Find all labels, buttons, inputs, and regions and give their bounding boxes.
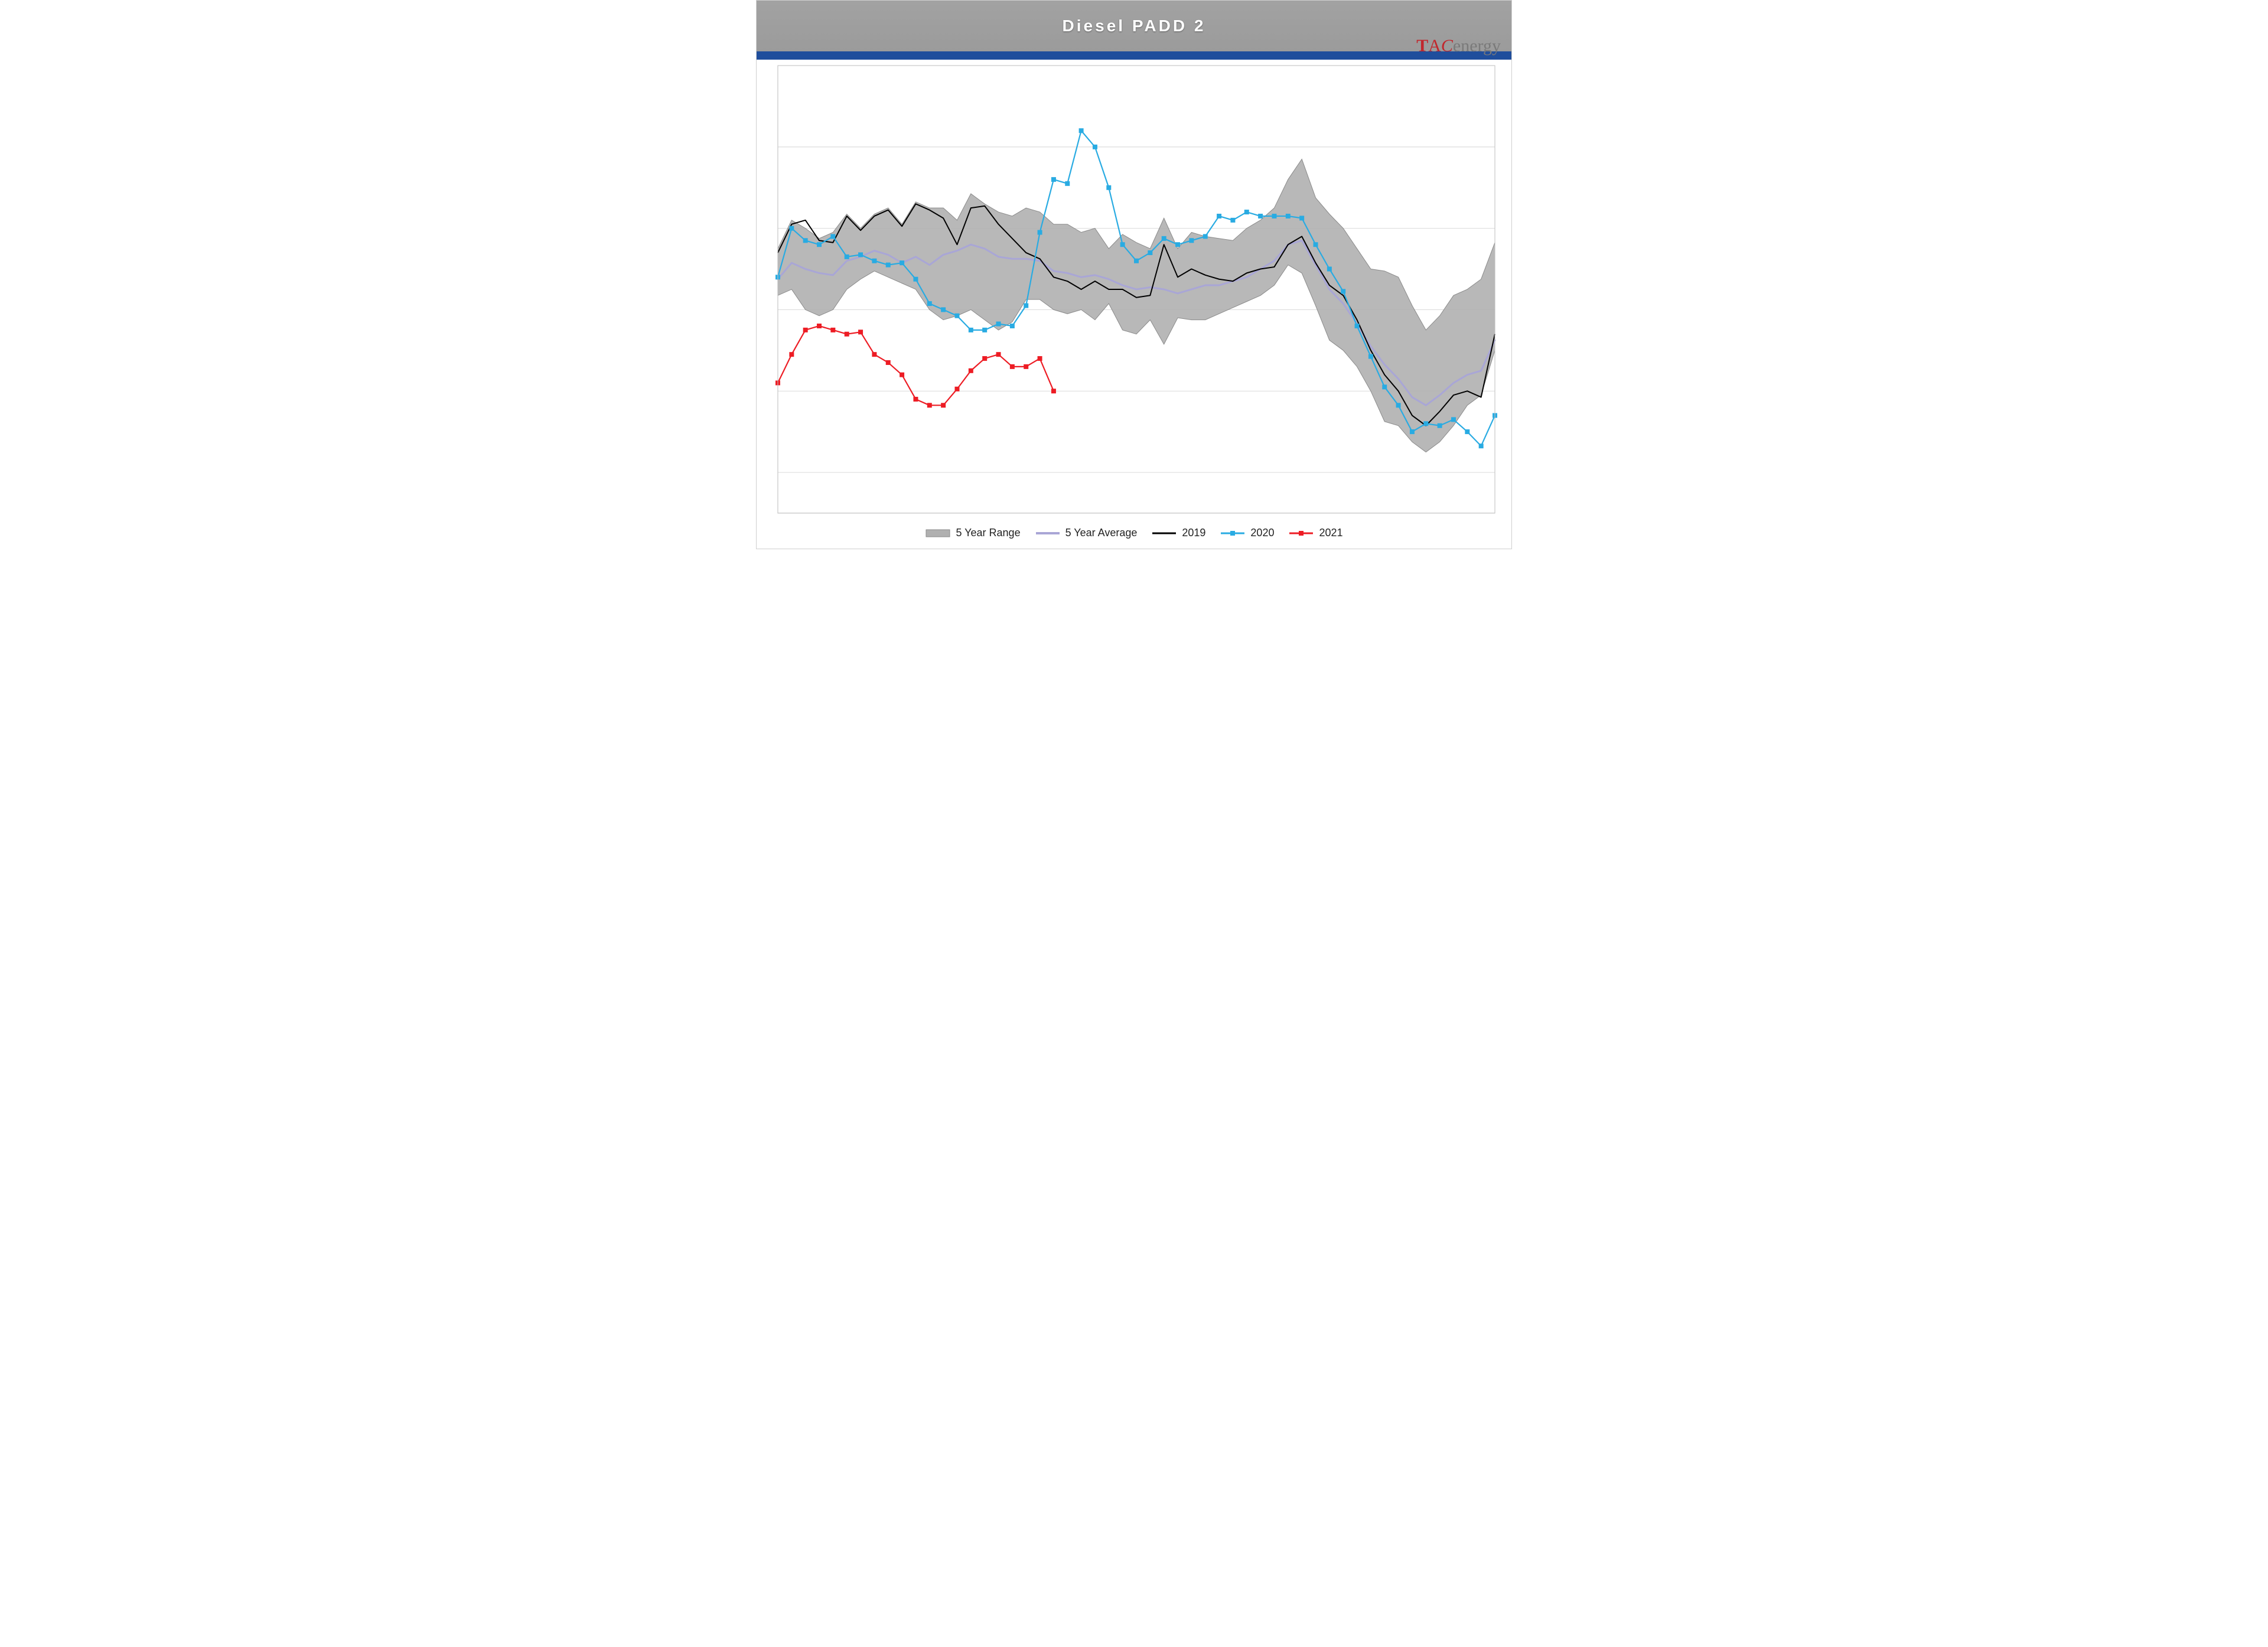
- legend-label: 2019: [1182, 527, 1205, 539]
- legend-item-avg: 5 Year Average: [1035, 527, 1138, 539]
- legend-item-s2019: 2019: [1151, 527, 1205, 539]
- legend-label: 5 Year Average: [1065, 527, 1138, 539]
- legend-label: 5 Year Range: [956, 527, 1020, 539]
- legend-label: 2020: [1250, 527, 1274, 539]
- chart-title: Diesel PADD 2: [1063, 17, 1206, 35]
- chart-svg: [766, 61, 1502, 540]
- legend-item-s2021: 2021: [1288, 527, 1342, 539]
- chart-legend: 5 Year Range 5 Year Average 2019 2020 2021: [766, 527, 1502, 539]
- legend-item-range: 5 Year Range: [925, 527, 1020, 539]
- chart-plot-area: 5 Year Range 5 Year Average 2019 2020 2021: [766, 61, 1502, 540]
- legend-item-s2020: 2020: [1220, 527, 1274, 539]
- accent-bar: [757, 51, 1511, 60]
- tac-energy-logo: TACenergy: [1416, 36, 1501, 56]
- chart-card: Diesel PADD 2 TACenergy 5 Year Range5 Ye…: [756, 0, 1512, 549]
- chart-title-bar: Diesel PADD 2: [757, 1, 1511, 51]
- legend-label: 2021: [1319, 527, 1342, 539]
